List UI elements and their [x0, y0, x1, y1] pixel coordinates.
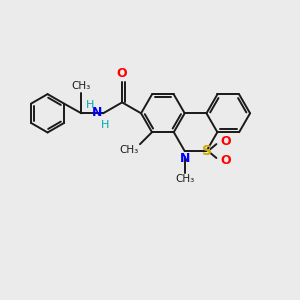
Text: CH₃: CH₃	[72, 81, 91, 91]
Text: N: N	[92, 106, 102, 119]
Text: H: H	[101, 120, 109, 130]
Text: H: H	[86, 100, 95, 110]
Text: O: O	[220, 154, 231, 167]
Text: O: O	[220, 135, 231, 148]
Text: N: N	[179, 152, 190, 165]
Text: O: O	[117, 67, 128, 80]
Text: CH₃: CH₃	[175, 174, 194, 184]
Text: CH₃: CH₃	[120, 145, 139, 155]
Text: S: S	[202, 144, 212, 158]
